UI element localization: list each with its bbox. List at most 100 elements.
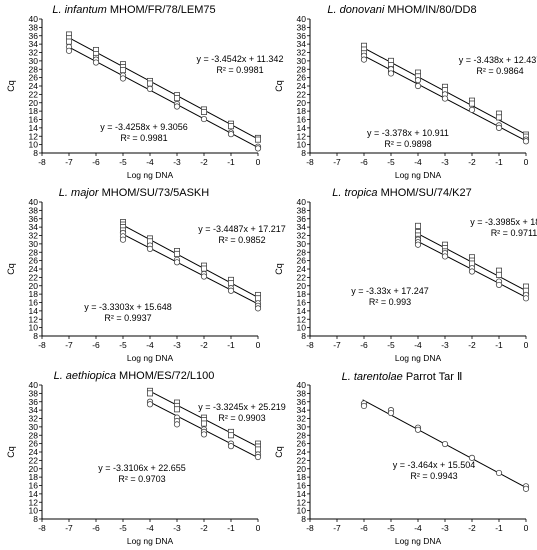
- panel-title-strain: MHOM/ES/72/L100: [119, 370, 215, 382]
- panel-title-species: L. major: [58, 187, 99, 199]
- x-tick-label: -5: [387, 523, 395, 533]
- x-tick-label: -2: [200, 523, 208, 533]
- data-point-square: [468, 100, 475, 107]
- x-tick-label: 0: [524, 523, 529, 533]
- data-point-circle: [414, 82, 422, 90]
- data-point-square: [254, 295, 261, 302]
- y-tick-label: 8: [301, 331, 306, 341]
- data-point-circle: [414, 241, 422, 248]
- data-point-square: [66, 38, 73, 45]
- x-tick-label: -2: [468, 157, 476, 167]
- y-tick-label: 8: [33, 514, 38, 524]
- panel-l-major: L. major MHOM/SU/73/5ASKH 8 10 12 14 16 18 20 2…: [0, 183, 286, 366]
- data-point-circle: [173, 259, 181, 266]
- y-tick-label: 30: [297, 239, 307, 249]
- y-tick-label: 26: [29, 439, 39, 449]
- y-tick-label: 40: [29, 380, 39, 390]
- x-tick-label: -6: [92, 523, 100, 533]
- x-tick-label: -6: [360, 340, 368, 350]
- data-point-square: [173, 95, 180, 102]
- data-point-circle: [522, 138, 530, 145]
- data-point-circle: [522, 485, 530, 492]
- y-tick-label: 24: [29, 264, 39, 274]
- y-tick-label: 22: [297, 455, 307, 465]
- x-tick-label: -4: [146, 523, 154, 533]
- fit-equation: y = -3.4487x + 17.217: [198, 224, 286, 234]
- y-tick-label: 28: [297, 430, 307, 440]
- y-tick-label: 36: [297, 214, 307, 224]
- x-axis-label: Log ng DNA: [127, 536, 174, 546]
- x-tick-label: -2: [468, 523, 476, 533]
- fit-r-squared: R² = 0.9703: [118, 474, 165, 484]
- data-point-square: [227, 432, 234, 439]
- data-point-square: [200, 108, 207, 115]
- data-point-circle: [173, 421, 181, 428]
- y-tick-label: 10: [297, 323, 307, 333]
- x-tick-label: -4: [414, 157, 422, 167]
- x-tick-label: -5: [119, 523, 127, 533]
- fit-equation: y = -3.3985x + 18.831: [470, 217, 537, 227]
- y-tick-label: 34: [297, 39, 307, 49]
- data-point-circle: [146, 245, 154, 253]
- x-tick-label: -6: [92, 157, 100, 167]
- panel-l-infantum: L. infantum MHOM/FR/78/LEM75 8 10 12 14 16 18…: [0, 0, 283, 183]
- data-point-circle: [227, 287, 235, 294]
- x-tick-label: -8: [38, 523, 46, 533]
- data-point-circle: [254, 453, 262, 461]
- y-tick-label: 36: [297, 31, 307, 41]
- x-tick-label: -2: [200, 340, 208, 350]
- y-tick-label: 40: [297, 380, 307, 390]
- data-point-circle: [441, 440, 449, 448]
- data-point-circle: [200, 431, 208, 438]
- x-tick-label: -4: [414, 523, 422, 533]
- y-tick-label: 32: [29, 414, 39, 424]
- y-tick-label: 40: [29, 197, 39, 207]
- y-tick-label: 24: [297, 264, 307, 274]
- y-tick-label: 8: [33, 148, 38, 158]
- data-point-circle: [119, 236, 127, 243]
- data-point-circle: [92, 59, 100, 66]
- panel-title: L. donovani MHOM/IN/80/DD8: [268, 4, 536, 16]
- panel-title-species: L. tropica: [332, 187, 378, 199]
- x-tick-label: -2: [468, 340, 476, 350]
- panel-l-donovani: L. donovani MHOM/IN/80/DD8 8 10 12 14 16 18 20…: [268, 0, 537, 183]
- fit-equation: y = -3.378x + 10.911: [367, 128, 449, 138]
- fit-r-squared: R² = 0.9943: [410, 471, 457, 481]
- data-point-circle: [387, 70, 395, 77]
- y-tick-label: 16: [297, 481, 307, 491]
- data-point-circle: [468, 106, 476, 113]
- x-tick-label: -3: [441, 340, 449, 350]
- y-tick-label: 16: [29, 481, 39, 491]
- data-point-square: [200, 420, 207, 427]
- fit-r-squared: R² = 0.9864: [476, 66, 523, 76]
- data-point-circle: [495, 469, 503, 477]
- fit-equation: y = -3.438x + 12.437: [459, 55, 537, 65]
- x-tick-label: -6: [92, 340, 100, 350]
- x-tick-label: -7: [333, 340, 341, 350]
- y-axis-label: Cq: [6, 446, 16, 458]
- data-point-circle: [468, 268, 476, 275]
- y-tick-label: 24: [297, 81, 307, 91]
- y-axis-label: Cq: [6, 80, 16, 92]
- x-tick-label: -5: [387, 157, 395, 167]
- y-tick-label: 28: [297, 247, 307, 257]
- y-tick-label: 32: [297, 48, 307, 58]
- fit-r-squared: R² = 0.9981: [216, 65, 263, 75]
- x-tick-label: -7: [333, 157, 341, 167]
- y-tick-label: 14: [297, 306, 307, 316]
- y-tick-label: 8: [301, 148, 306, 158]
- y-tick-label: 12: [297, 314, 307, 324]
- y-tick-label: 18: [29, 106, 39, 116]
- data-point-square: [495, 271, 502, 278]
- fit-r-squared: R² = 0.9852: [218, 235, 265, 245]
- panel-title: L. major MHOM/SU/73/5ASKH: [0, 187, 268, 199]
- trendline-circle: [121, 233, 259, 305]
- y-tick-label: 8: [301, 514, 306, 524]
- y-tick-label: 22: [297, 272, 307, 282]
- data-point-circle: [200, 115, 208, 123]
- y-tick-label: 22: [297, 89, 307, 99]
- x-tick-label: -3: [173, 157, 181, 167]
